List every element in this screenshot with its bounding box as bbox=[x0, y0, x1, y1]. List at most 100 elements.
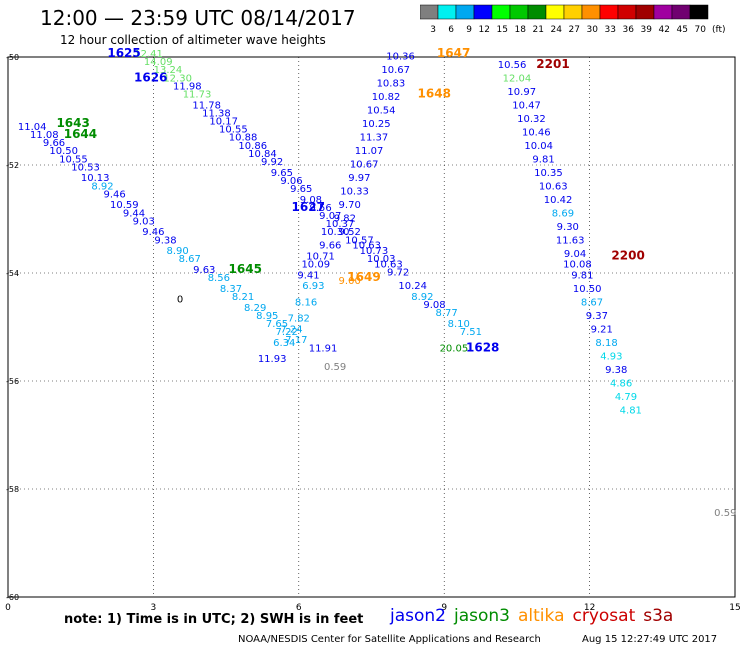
lat-tick-label: -54 bbox=[6, 269, 19, 278]
wave-height-value: 9.46 bbox=[142, 227, 164, 238]
wave-height-value: 9.44 bbox=[123, 208, 145, 219]
wave-height-value: 11.63 bbox=[556, 235, 585, 246]
wave-height-value: 10.88 bbox=[229, 133, 258, 144]
colorbar-tick-label: 30 bbox=[587, 25, 599, 35]
pass-time-label: 1644 bbox=[64, 127, 97, 141]
wave-height-value: 7.51 bbox=[460, 327, 482, 338]
wave-height-value: 9.92 bbox=[261, 157, 283, 168]
wave-height-value: 9.41 bbox=[297, 270, 319, 281]
wave-height-value: 4.81 bbox=[620, 405, 642, 416]
colorbar-tick-label: 18 bbox=[515, 25, 527, 35]
wave-height-value: 12.30 bbox=[163, 73, 192, 84]
wave-height-value: 7.65 bbox=[266, 319, 288, 330]
wave-height-value: 9.66 bbox=[319, 241, 341, 252]
wave-height-value: 11.73 bbox=[183, 90, 212, 101]
wave-height-value: 11.04 bbox=[18, 122, 47, 133]
legend-item-altika: altika bbox=[518, 606, 565, 626]
colorbar-unit: (ft) bbox=[712, 25, 726, 35]
wave-height-value: 9.07 bbox=[319, 211, 341, 222]
colorbar-tick-label: 3 bbox=[430, 25, 436, 35]
colorbar-tick-label: 70 bbox=[695, 25, 707, 35]
wave-height-value: 10.55 bbox=[59, 154, 88, 165]
legend-item-jason2: jason2 bbox=[390, 606, 446, 626]
lon-tick-label: 0 bbox=[5, 603, 11, 613]
wave-height-value: 10.24 bbox=[398, 281, 427, 292]
wave-height-value: 14.09 bbox=[144, 57, 173, 68]
wave-height-value: 11.37 bbox=[360, 133, 389, 144]
colorbar-tick-label: 12 bbox=[479, 25, 490, 35]
legend-item-s3a: s3a bbox=[643, 606, 674, 626]
wave-height-value: 10.73 bbox=[360, 246, 389, 257]
wave-height-value: 0.59 bbox=[714, 508, 736, 519]
wave-height-value: 6.34 bbox=[273, 338, 295, 349]
wave-height-value: 20.05 bbox=[440, 343, 469, 354]
colorbar-tick-label: 6 bbox=[448, 25, 454, 35]
wave-height-value: 10.42 bbox=[544, 195, 573, 206]
pass-time-label: 1648 bbox=[418, 87, 451, 101]
lon-tick-label: 15 bbox=[729, 603, 740, 613]
wave-height-value: 10.63 bbox=[539, 181, 568, 192]
colorbar-tick-label: 42 bbox=[659, 25, 670, 35]
lon-tick-label: 12 bbox=[584, 603, 595, 613]
wave-height-value: 9.06 bbox=[280, 176, 302, 187]
wave-height-value: 12.04 bbox=[503, 73, 532, 84]
wave-height-value: 10.33 bbox=[340, 187, 369, 198]
colorbar-tick-label: 24 bbox=[551, 25, 563, 35]
wave-height-value: 10.17 bbox=[209, 117, 238, 128]
lon-tick-label: 6 bbox=[296, 603, 302, 613]
colorbar-tick-label: 9 bbox=[466, 25, 472, 35]
wave-height-value: 10.13 bbox=[81, 173, 110, 184]
wave-height-value: 10.84 bbox=[248, 149, 277, 160]
wave-height-value: 11.93 bbox=[258, 354, 287, 365]
wave-height-value: 9.08 bbox=[300, 195, 322, 206]
lat-tick-label: -60 bbox=[6, 593, 19, 602]
wave-height-value: 8.56 bbox=[208, 273, 230, 284]
wave-height-value: 13.24 bbox=[154, 65, 183, 76]
wave-height-value: 12.41 bbox=[134, 49, 163, 60]
wave-height-value: 9.97 bbox=[348, 173, 370, 184]
wave-height-value: 10.67 bbox=[381, 65, 410, 76]
wave-height-value: 8.92 bbox=[411, 292, 433, 303]
wave-height-value: 8.95 bbox=[256, 311, 278, 322]
wave-height-value: 10.47 bbox=[512, 100, 541, 111]
wave-height-value: 7.24 bbox=[280, 324, 302, 335]
colorbar-tick-label: 21 bbox=[533, 25, 544, 35]
wave-height-value: 10.67 bbox=[350, 160, 379, 171]
wave-height-value: 9.46 bbox=[103, 189, 125, 200]
wave-height-value: 9.66 bbox=[43, 138, 65, 149]
wave-height-value: 10.25 bbox=[362, 119, 391, 130]
wave-height-value: 10.59 bbox=[110, 200, 139, 211]
wave-height-value: 8.10 bbox=[448, 319, 470, 330]
wave-height-value: 10.09 bbox=[301, 260, 330, 271]
wave-height-value: 10.03 bbox=[367, 254, 396, 265]
wave-height-value: 9.63 bbox=[193, 265, 215, 276]
colorbar-tick-label: 39 bbox=[641, 25, 653, 35]
map-frame bbox=[7, 56, 736, 598]
wave-height-value: 8.90 bbox=[167, 246, 189, 257]
map-title: 12:00 — 23:59 UTC 08/14/2017 bbox=[40, 6, 356, 30]
wave-height-value: 9.65 bbox=[290, 184, 312, 195]
wave-height-value: 10.54 bbox=[367, 106, 396, 117]
wave-height-value: 9.38 bbox=[605, 365, 627, 376]
satellite-legend: jason2 jason3 altika cryosat s3a bbox=[390, 606, 681, 626]
credit-line: NOAA/NESDIS Center for Satellite Applica… bbox=[238, 634, 541, 645]
wave-height-value: 10.71 bbox=[306, 252, 335, 263]
wave-height-value: 9.00 bbox=[339, 276, 361, 287]
wave-height-value: 9.72 bbox=[387, 268, 409, 279]
wave-height-value: 9.52 bbox=[339, 227, 361, 238]
colorbar-tick-label: 45 bbox=[677, 25, 688, 35]
wave-height-value: 9.04 bbox=[564, 249, 586, 260]
wave-height-value: 4.79 bbox=[615, 392, 637, 403]
wave-height-value: 10.36 bbox=[386, 52, 415, 63]
lat-tick-label: -56 bbox=[6, 377, 19, 386]
legend-item-cryosat: cryosat bbox=[572, 606, 636, 626]
wave-height-value: 10.53 bbox=[71, 162, 100, 173]
wave-height-value: 8.77 bbox=[435, 308, 457, 319]
wave-height-value: 9.81 bbox=[532, 154, 554, 165]
generated-timestamp: Aug 15 12:27:49 UTC 2017 bbox=[582, 634, 718, 645]
pass-time-label: 1628 bbox=[466, 340, 499, 354]
wave-height-value: 9.21 bbox=[591, 324, 613, 335]
footer-note: note: 1) Time is in UTC; 2) SWH is in fe… bbox=[64, 612, 364, 627]
wave-height-value: 4.93 bbox=[600, 351, 622, 362]
wave-height-value: 10.57 bbox=[345, 235, 374, 246]
